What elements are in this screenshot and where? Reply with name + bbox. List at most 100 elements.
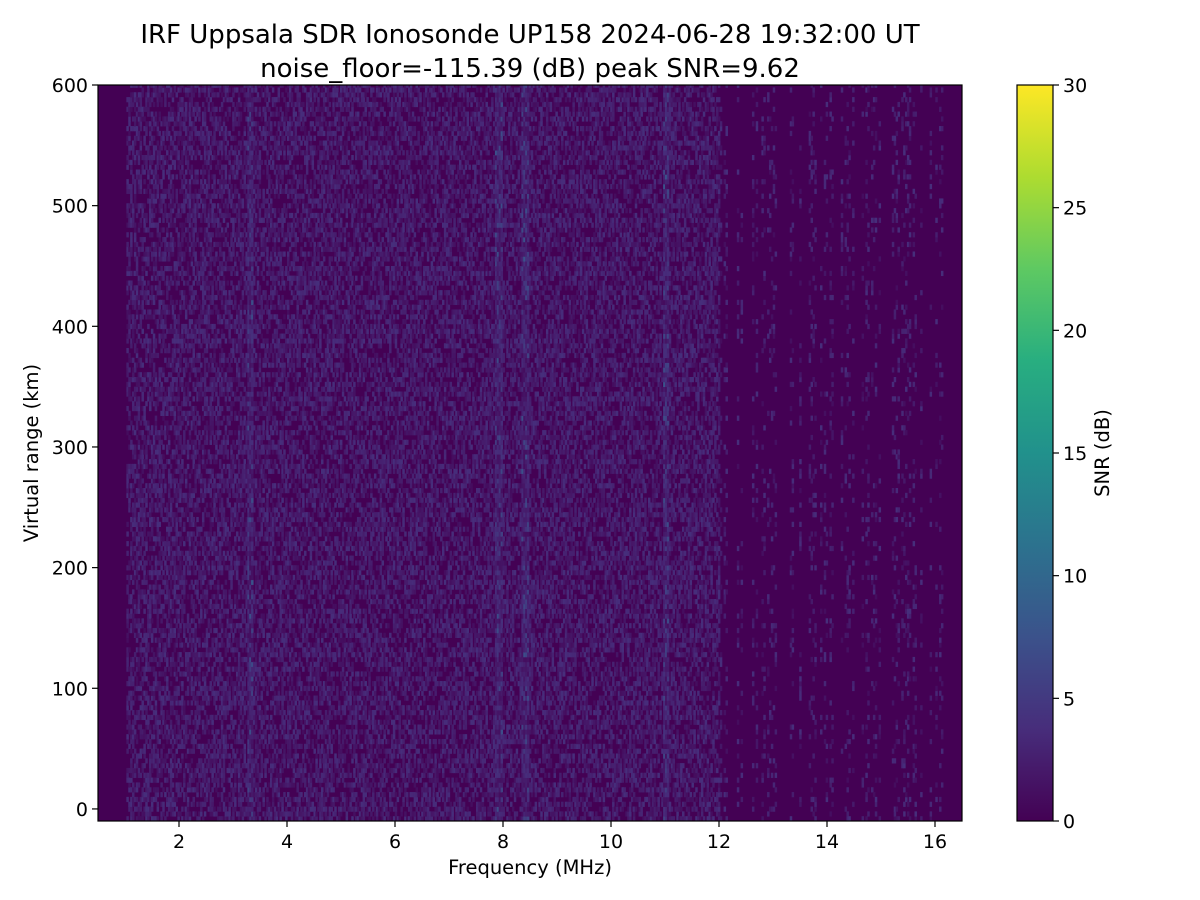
heatmap-cell (196, 589, 198, 594)
heatmap-cell (198, 734, 200, 739)
heatmap-cell (210, 198, 212, 203)
heatmap-cell (134, 696, 136, 701)
heatmap-cell (164, 488, 166, 493)
heatmap-cell (193, 531, 195, 536)
heatmap-cell (153, 691, 155, 696)
heatmap-cell (179, 652, 181, 657)
heatmap-cell (210, 478, 212, 483)
heatmap-cell (130, 237, 132, 242)
heatmap-cell (136, 348, 138, 353)
heatmap-cell (179, 483, 181, 488)
heatmap-cell (179, 734, 181, 739)
heatmap-cell (158, 237, 160, 242)
heatmap-cell (140, 218, 142, 223)
heatmap-cell (213, 367, 215, 372)
heatmap-cell (183, 705, 185, 710)
heatmap-cell (210, 459, 212, 464)
heatmap-cell (162, 763, 164, 768)
heatmap-cell (206, 773, 208, 778)
heatmap-cell (141, 396, 143, 401)
heatmap-cell (191, 319, 193, 324)
heatmap-cell (238, 724, 240, 729)
heatmap-cell (128, 382, 130, 387)
heatmap-cell (134, 252, 136, 257)
heatmap-cell (179, 131, 181, 136)
heatmap-cell (175, 401, 177, 406)
heatmap-cell (151, 256, 153, 261)
heatmap-cell (210, 628, 212, 633)
heatmap-cell (134, 768, 136, 773)
heatmap-cell (211, 290, 213, 295)
heatmap-cell (153, 454, 155, 459)
heatmap-cell (128, 474, 130, 479)
heatmap-cell (194, 155, 196, 160)
heatmap-cell (155, 116, 157, 121)
heatmap-cell (200, 179, 202, 184)
heatmap-cell (132, 811, 134, 816)
heatmap-cell (198, 565, 200, 570)
heatmap-cell (149, 811, 151, 816)
heatmap-cell (215, 787, 217, 792)
heatmap-cell (234, 778, 236, 783)
heatmap-cell (217, 150, 219, 155)
heatmap-cell (149, 102, 151, 107)
heatmap-cell (193, 599, 195, 604)
heatmap-cell (170, 565, 172, 570)
heatmap-cell (204, 613, 206, 618)
heatmap-cell (155, 169, 157, 174)
heatmap-cell (175, 285, 177, 290)
heatmap-cell (158, 739, 160, 744)
heatmap-cell (132, 565, 134, 570)
heatmap-cell (217, 585, 219, 590)
heatmap-cell (187, 416, 189, 421)
heatmap-cell (198, 676, 200, 681)
heatmap-cell (145, 165, 147, 170)
heatmap-cell (153, 334, 155, 339)
heatmap-cell (174, 223, 176, 228)
heatmap-cell (160, 618, 162, 623)
heatmap-cell (134, 247, 136, 252)
heatmap-cell (208, 107, 210, 112)
heatmap-cell (196, 102, 198, 107)
heatmap-cell (208, 782, 210, 787)
heatmap-cell (217, 92, 219, 97)
heatmap-cell (172, 604, 174, 609)
heatmap-cell (151, 449, 153, 454)
heatmap-cell (196, 594, 198, 599)
heatmap-cell (128, 744, 130, 749)
heatmap-cell (179, 300, 181, 305)
heatmap-cell (132, 102, 134, 107)
heatmap-cell (153, 314, 155, 319)
heatmap-cell (132, 208, 134, 213)
heatmap-cell (134, 430, 136, 435)
heatmap-cell (211, 773, 213, 778)
heatmap-cell (215, 628, 217, 633)
heatmap-cell (234, 502, 236, 507)
heatmap-cell (183, 338, 185, 343)
heatmap-cell (193, 541, 195, 546)
heatmap-cell (162, 787, 164, 792)
heatmap-cell (158, 531, 160, 536)
heatmap-cell (153, 213, 155, 218)
heatmap-cell (227, 517, 229, 522)
heatmap-cell (219, 372, 221, 377)
heatmap-cell (189, 203, 191, 208)
heatmap-cell (223, 391, 225, 396)
heatmap-cell (134, 478, 136, 483)
heatmap-cell (206, 671, 208, 676)
heatmap-cell (155, 343, 157, 348)
heatmap-cell (189, 556, 191, 561)
heatmap-cell (210, 131, 212, 136)
heatmap-cell (140, 97, 142, 102)
heatmap-cell (138, 575, 140, 580)
heatmap-cell (145, 676, 147, 681)
heatmap-cell (158, 720, 160, 725)
heatmap-cell (234, 136, 236, 141)
heatmap-cell (232, 353, 234, 358)
heatmap-cell (230, 280, 232, 285)
heatmap-cell (191, 300, 193, 305)
heatmap-cell (164, 203, 166, 208)
heatmap-cell (187, 280, 189, 285)
heatmap-cell (147, 261, 149, 266)
heatmap-cell (141, 112, 143, 117)
